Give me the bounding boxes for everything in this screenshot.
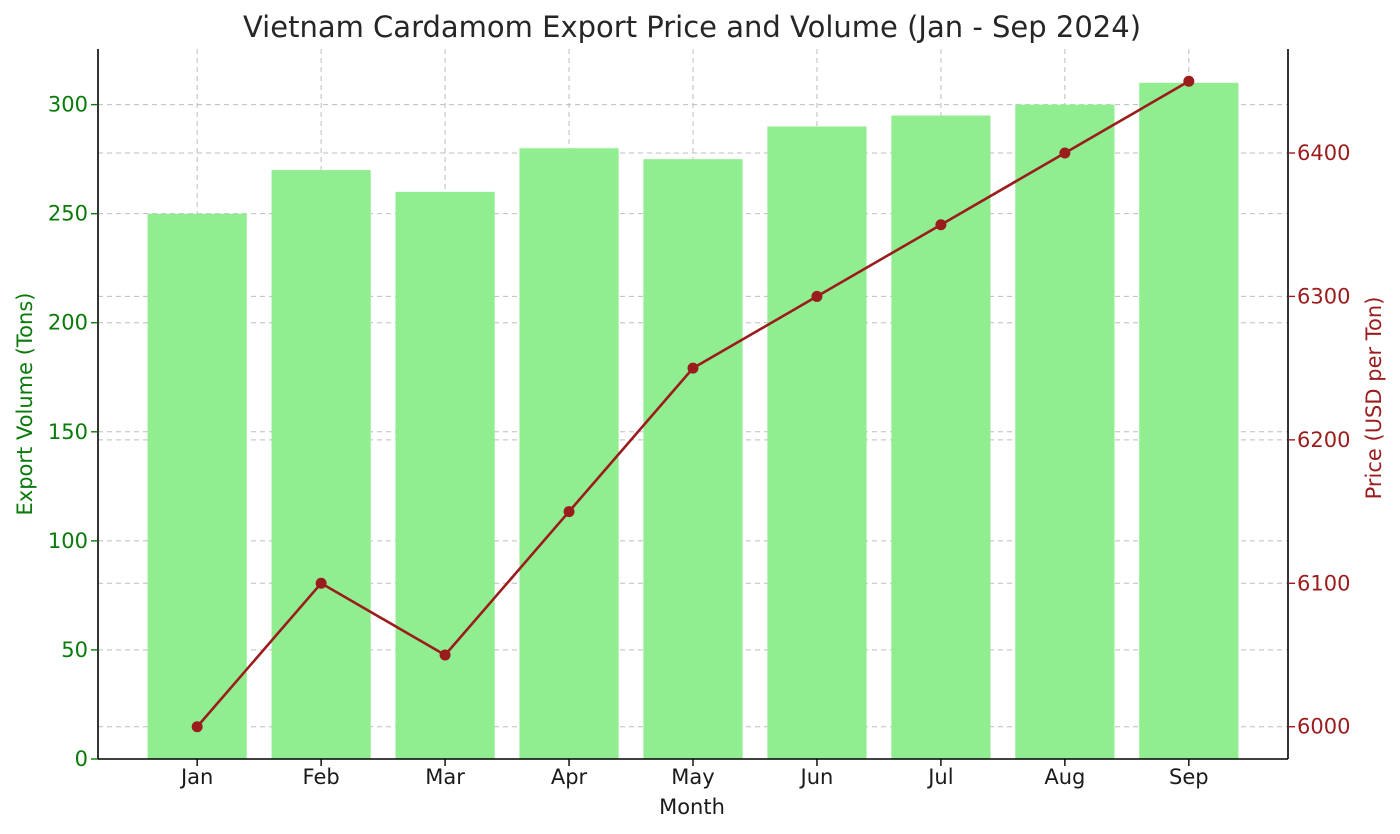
- left-y-ticks: 0 50 100 150 200 250 300: [48, 93, 98, 771]
- price-point-apr: [563, 506, 575, 518]
- bar-feb: [271, 170, 371, 759]
- x-tick-label-jan: Jan: [179, 765, 213, 789]
- bars-layer: [147, 82, 1239, 760]
- price-point-jan: [191, 721, 203, 733]
- bar-sep: [1139, 82, 1239, 760]
- price-point-jul: [935, 219, 947, 231]
- bar-may: [643, 159, 743, 759]
- right-y-ticks: 6000 6100 6200 6300 6400: [1288, 141, 1350, 739]
- right-tick-label: 6400: [1297, 141, 1350, 165]
- price-point-sep: [1183, 75, 1195, 87]
- right-tick-label: 6100: [1297, 571, 1350, 595]
- price-point-jun: [811, 290, 823, 302]
- x-tick-label-feb: Feb: [303, 765, 340, 789]
- price-point-mar: [439, 649, 451, 661]
- x-tick-label-aug: Aug: [1044, 765, 1085, 789]
- left-tick-label: 0: [75, 747, 88, 771]
- x-tick-label-jun: Jun: [799, 765, 834, 789]
- bar-aug: [1015, 104, 1115, 759]
- bar-jun: [767, 126, 867, 760]
- left-tick-label: 50: [61, 638, 88, 662]
- bar-apr: [519, 148, 619, 759]
- right-tick-label: 6200: [1297, 428, 1350, 452]
- left-tick-label: 250: [48, 202, 88, 226]
- left-y-axis-label: Export Volume (Tons): [13, 293, 37, 516]
- x-tick-label-sep: Sep: [1169, 765, 1209, 789]
- x-tick-label-apr: Apr: [551, 765, 588, 789]
- chart-title: Vietnam Cardamom Export Price and Volume…: [243, 10, 1141, 44]
- x-tick-label-mar: Mar: [425, 765, 465, 789]
- left-tick-label: 300: [48, 93, 88, 117]
- price-point-may: [687, 362, 699, 374]
- price-point-feb: [315, 577, 327, 589]
- right-y-axis-label: Price (USD per Ton): [1362, 297, 1386, 500]
- right-tick-label: 6000: [1297, 715, 1350, 739]
- bar-jul: [891, 115, 991, 759]
- left-tick-label: 200: [48, 311, 88, 335]
- x-tick-label-may: May: [671, 765, 714, 789]
- price-point-aug: [1059, 147, 1071, 159]
- left-tick-label: 150: [48, 420, 88, 444]
- price-line-layer: [191, 75, 1195, 733]
- left-tick-label: 100: [48, 529, 88, 553]
- x-axis-label: Month: [659, 795, 725, 819]
- bar-mar: [395, 191, 495, 759]
- x-ticks: Jan Feb Mar Apr May Jun Jul Aug Sep: [179, 759, 1209, 789]
- right-tick-label: 6300: [1297, 284, 1350, 308]
- x-tick-label-jul: Jul: [926, 765, 953, 789]
- bar-jan: [147, 213, 247, 759]
